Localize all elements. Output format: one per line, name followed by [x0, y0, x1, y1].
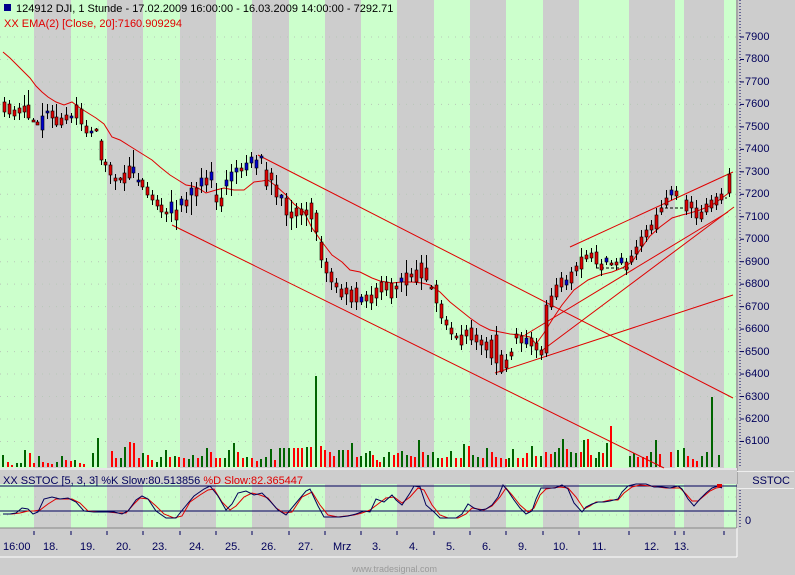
x-tick-label: 12.	[644, 541, 660, 553]
k-slow-label: XX SSTOC [5, 3, 3] %K Slow:80.513856	[3, 475, 204, 487]
y-tick-label: 7200	[745, 188, 770, 201]
x-tick-label: 23.	[152, 541, 168, 553]
y-tick-label: 7900	[745, 31, 770, 43]
y-tick-label: 6800	[745, 278, 770, 291]
y-tick-label: 7600	[745, 98, 770, 111]
y-tick-label: 6100	[745, 435, 770, 448]
y-tick-label: 7300	[745, 165, 770, 178]
watermark: www.tradesignal.com	[352, 564, 438, 574]
x-tick-label: 25.	[225, 541, 241, 553]
panel-frames	[0, 0, 738, 558]
stochastic-lines	[0, 483, 795, 528]
chart-title: 124912 DJI, 1 Stunde - 17.02.2009 16:00:…	[4, 3, 393, 16]
x-tick-label: 24.	[189, 541, 205, 553]
sstoc-panel-label[interactable]: SSTOC	[737, 471, 794, 489]
x-tick-label: 27.	[298, 541, 314, 553]
y-tick-label: 6300	[745, 390, 770, 403]
y-tick-label: 6200	[745, 412, 770, 425]
y-tick-label: 7800	[745, 53, 770, 66]
x-tick-label: 5.	[446, 541, 456, 553]
x-tick-label: 20.	[116, 541, 132, 553]
x-tick-label: 10.	[553, 541, 569, 553]
sstoc-axis-zero: 0	[745, 515, 752, 527]
session-bands	[0, 0, 736, 528]
x-tick-label: 13.	[674, 541, 690, 553]
x-tick-label: 26.	[261, 541, 277, 553]
y-tick-label: 6900	[745, 255, 770, 268]
x-tick-label: Mrz	[333, 541, 352, 553]
y-tick-label: 6500	[745, 345, 770, 358]
trend-lines	[171, 154, 735, 469]
x-tick-label: 16:00	[3, 541, 31, 553]
y-tick-label: 7000	[745, 233, 770, 246]
y-tick-label: 7400	[745, 143, 770, 156]
d-slow-label: %D Slow:82.365447	[203, 475, 304, 487]
x-tick-label: 4.	[409, 541, 419, 553]
y-tick-label: 6600	[745, 323, 770, 336]
x-tick-label: 18.	[43, 541, 59, 553]
axis-ticks	[33, 0, 744, 535]
x-tick-label: 3.	[372, 541, 382, 553]
sstoc-legend: XX SSTOC [5, 3, 3] %K Slow:80.513856 %D …	[3, 475, 303, 488]
x-tick-label: 19.	[80, 541, 96, 553]
x-tick-label: 6.	[482, 541, 492, 553]
y-tick-label: 7100	[745, 210, 770, 223]
x-tick-label: 9.	[518, 541, 528, 553]
x-tick-label: 11.	[592, 541, 607, 553]
candlestick-square-icon	[4, 4, 11, 11]
y-tick-label: 6700	[745, 300, 770, 313]
y-tick-label: 6400	[745, 368, 770, 381]
candlesticks	[2, 90, 732, 375]
volume-bars	[2, 376, 720, 467]
y-tick-label: 7500	[745, 120, 770, 133]
ema-legend: XX EMA(2) [Close, 20]:7160.909294	[4, 18, 182, 30]
y-tick-label: 7700	[745, 75, 770, 88]
ema-line	[2, 51, 731, 345]
title-text: 124912 DJI, 1 Stunde - 17.02.2009 16:00:…	[16, 3, 394, 15]
